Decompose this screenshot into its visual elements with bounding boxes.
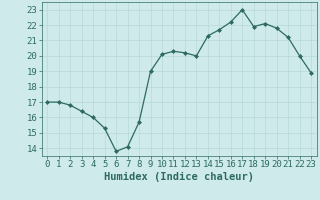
X-axis label: Humidex (Indice chaleur): Humidex (Indice chaleur) xyxy=(104,172,254,182)
